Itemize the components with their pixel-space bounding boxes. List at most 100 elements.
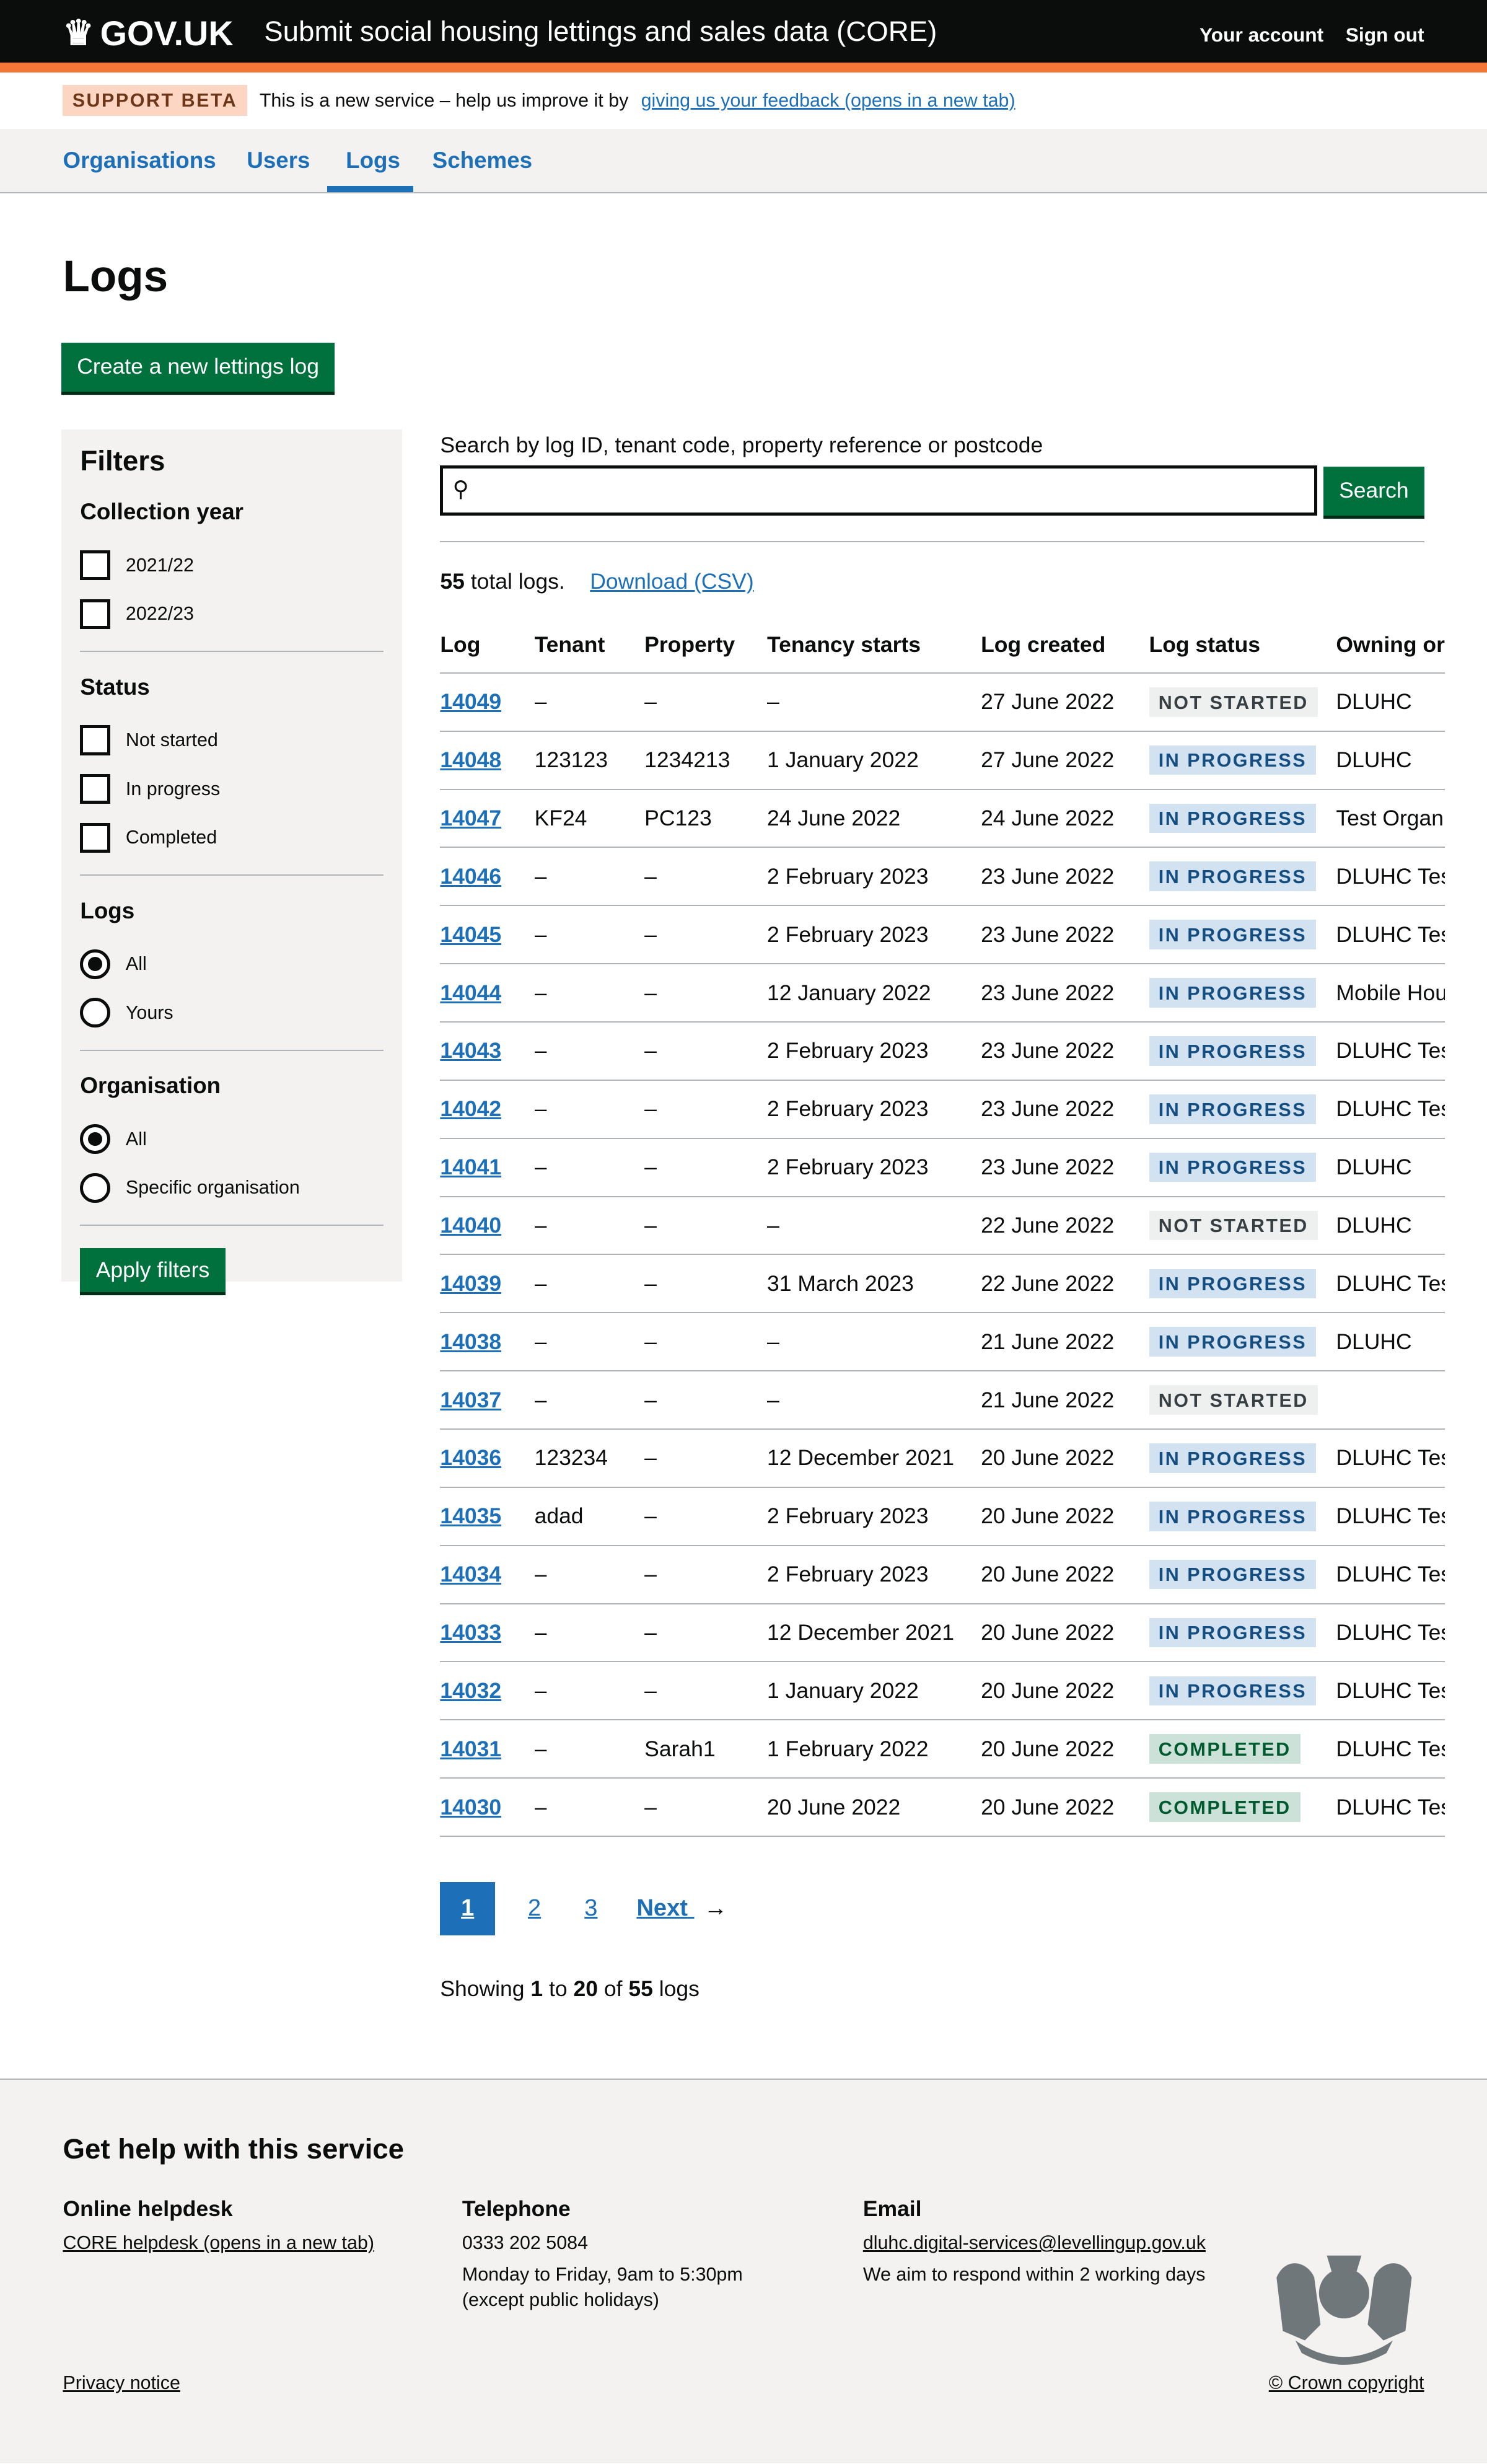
create-lettings-log-button[interactable]: Create a new lettings log — [61, 343, 335, 392]
filter-org-specific[interactable]: Specific organisation — [80, 1163, 384, 1212]
govuk-logo[interactable]: ♛ GOV.UK — [63, 13, 234, 53]
cell-log-created: 20 June 2022 — [981, 1661, 1149, 1721]
filter-completed[interactable]: Completed — [80, 814, 384, 863]
helpdesk-link[interactable]: CORE helpdesk (opens in a new tab) — [63, 2232, 374, 2254]
cell-status: NOT STARTED — [1149, 672, 1336, 732]
cell-log: 14032 — [440, 1661, 535, 1721]
filter-year-2022-23[interactable]: 2022/23 — [80, 589, 384, 638]
log-id-link[interactable]: 14033 — [440, 1619, 502, 1645]
radio[interactable] — [80, 998, 110, 1028]
table-row: 14045– –2 February 2023 23 June 2022 IN PRO… — [440, 905, 1445, 965]
log-id-link[interactable]: 14039 — [440, 1270, 502, 1296]
cell-property: PC123 — [644, 789, 768, 848]
log-id-link[interactable]: 14041 — [440, 1155, 502, 1180]
logs-table-container[interactable]: Log Tenant Property Tenancy starts Log creat… — [440, 618, 1445, 1837]
your-account-link[interactable]: Your account — [1200, 24, 1324, 46]
cell-owning-org: DLUHC — [1336, 731, 1445, 790]
status-tag: IN PROGRESS — [1149, 1443, 1317, 1473]
log-id-link[interactable]: 14034 — [440, 1562, 502, 1587]
search-button[interactable]: Search — [1323, 467, 1424, 516]
filter-logs-all[interactable]: All — [80, 939, 384, 988]
search-input[interactable]: ⚲ — [440, 465, 1317, 516]
crown-copyright-link[interactable]: © Crown copyright — [1268, 2372, 1424, 2393]
cell-tenancy-start: 2 February 2023 — [767, 1021, 981, 1081]
cell-property: – — [644, 1021, 768, 1081]
nav-users[interactable]: Users — [247, 147, 310, 174]
page-1-current[interactable]: 1 — [440, 1881, 496, 1936]
column-header: Log — [440, 618, 535, 674]
cell-log: 14037 — [440, 1371, 535, 1430]
organisation-label: Organisation — [80, 1073, 221, 1099]
log-id-link[interactable]: 14035 — [440, 1503, 502, 1529]
cell-status: IN PROGRESS — [1149, 847, 1336, 907]
feedback-link[interactable]: giving us your feedback (opens in a new … — [641, 89, 1015, 111]
cell-tenancy-start: – — [767, 1196, 981, 1256]
status-tag: NOT STARTED — [1149, 687, 1318, 717]
log-id-link[interactable]: 14047 — [440, 805, 502, 830]
log-id-link[interactable]: 14045 — [440, 922, 502, 947]
checkbox[interactable] — [80, 774, 110, 804]
next-page-link[interactable]: Next → — [636, 1895, 727, 1922]
page-3-link[interactable]: 3 — [584, 1895, 598, 1922]
download-csv-link[interactable]: Download (CSV) — [590, 569, 754, 594]
log-id-link[interactable]: 14046 — [440, 863, 502, 889]
privacy-notice-link[interactable]: Privacy notice — [63, 2372, 180, 2393]
cell-status: IN PROGRESS — [1149, 1487, 1336, 1546]
cell-tenant: – — [534, 847, 645, 907]
sign-out-link[interactable]: Sign out — [1345, 24, 1424, 46]
log-id-link[interactable]: 14036 — [440, 1445, 502, 1471]
cell-log: 14044 — [440, 964, 535, 1023]
service-name[interactable]: Submit social housing lettings and sales… — [264, 15, 937, 48]
cell-tenant: KF24 — [534, 789, 645, 848]
checkbox[interactable] — [80, 725, 110, 755]
cell-tenancy-start: 2 February 2023 — [767, 1080, 981, 1139]
banner-text: This is a new service – help us improve … — [259, 89, 629, 111]
filter-not-started[interactable]: Not started — [80, 716, 384, 765]
checkbox[interactable] — [80, 550, 110, 581]
log-id-link[interactable]: 14043 — [440, 1038, 502, 1063]
log-id-link[interactable]: 14030 — [440, 1794, 502, 1819]
apply-filters-button[interactable]: Apply filters — [80, 1247, 226, 1293]
column-header: Owning or — [1336, 618, 1445, 674]
radio-selected[interactable] — [80, 1124, 110, 1155]
cell-log-created: 23 June 2022 — [981, 964, 1149, 1023]
page-2-link[interactable]: 2 — [527, 1895, 542, 1922]
log-id-link[interactable]: 14038 — [440, 1329, 502, 1354]
radio-selected[interactable] — [80, 949, 110, 979]
log-id-link[interactable]: 14031 — [440, 1736, 502, 1761]
search-label: Search by log ID, tenant code, property … — [440, 432, 1043, 457]
log-id-link[interactable]: 14042 — [440, 1096, 502, 1122]
cell-tenancy-start: 2 February 2023 — [767, 1545, 981, 1604]
cell-property: – — [644, 1313, 768, 1372]
nav-organisations[interactable]: Organisations — [63, 147, 216, 174]
filters-panel: Filters Collection year 2021/22 2022/23 … — [61, 429, 403, 1293]
table-row: 14032– –1 January 2022 20 June 2022 IN PROG… — [440, 1661, 1445, 1721]
log-id-link[interactable]: 14032 — [440, 1678, 502, 1703]
filter-in-progress[interactable]: In progress — [80, 765, 384, 814]
crown-icon: ♛ — [63, 13, 94, 53]
cell-owning-org: Test Organ — [1336, 789, 1445, 848]
cell-status: IN PROGRESS — [1149, 905, 1336, 965]
radio[interactable] — [80, 1173, 110, 1203]
table-row: 14047 KF24 PC123 24 June 2022 24 June 2022 IN… — [440, 789, 1445, 848]
log-id-link[interactable]: 14037 — [440, 1387, 502, 1412]
log-id-link[interactable]: 14044 — [440, 980, 502, 1005]
filter-logs-yours[interactable]: Yours — [80, 988, 384, 1037]
email-link[interactable]: dluhc.digital-services@levellingup.gov.u… — [862, 2232, 1206, 2254]
cell-property: – — [644, 1080, 768, 1139]
footer-title: Get help with this service — [63, 2133, 405, 2165]
filter-year-2021-22[interactable]: 2021/22 — [80, 541, 384, 590]
cell-log-created: 20 June 2022 — [981, 1545, 1149, 1604]
log-id-link[interactable]: 14048 — [440, 747, 502, 773]
nav-logs[interactable]: Logs — [346, 147, 400, 174]
filter-org-all[interactable]: All — [80, 1115, 384, 1164]
cell-tenancy-start: 12 December 2021 — [767, 1603, 981, 1663]
log-id-link[interactable]: 14040 — [440, 1212, 502, 1238]
checkbox[interactable] — [80, 822, 110, 853]
checkbox[interactable] — [80, 599, 110, 629]
cell-log-created: 21 June 2022 — [981, 1371, 1149, 1430]
cell-log-created: 23 June 2022 — [981, 1138, 1149, 1197]
nav-schemes[interactable]: Schemes — [432, 147, 533, 174]
table-row: 14046– –2 February 2023 23 June 2022 IN PRO… — [440, 847, 1445, 907]
log-id-link[interactable]: 14049 — [440, 689, 502, 715]
